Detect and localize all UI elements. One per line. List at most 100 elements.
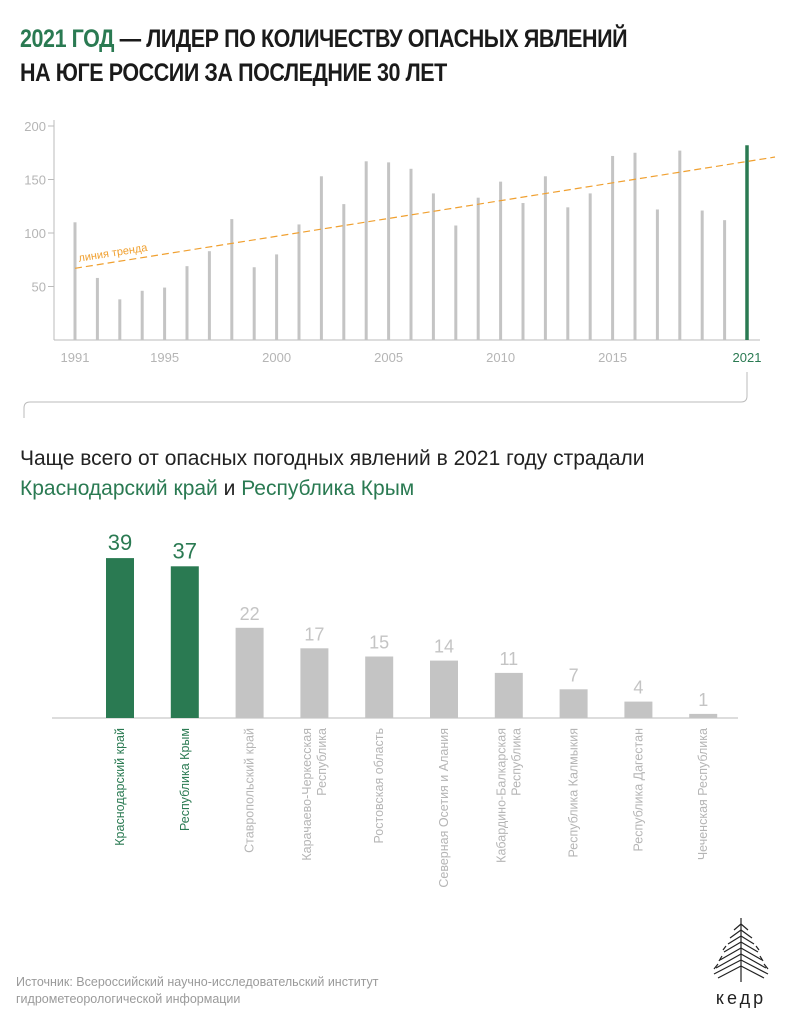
subtitle-region-1: Краснодарский край bbox=[20, 477, 218, 500]
region-bar-7 bbox=[494, 672, 523, 718]
bar-2003 bbox=[342, 204, 346, 340]
region-label-line: Республика Калмыкия bbox=[567, 728, 581, 858]
region-value-label: 11 bbox=[499, 649, 518, 669]
subtitle-conjunction: и bbox=[217, 477, 242, 500]
region-bar-3 bbox=[235, 627, 264, 718]
region-label: Кабардино-Балкарская Республика bbox=[494, 728, 523, 863]
bar-2008 bbox=[454, 225, 458, 340]
bar-2016 bbox=[633, 152, 637, 340]
bar-2005 bbox=[387, 162, 391, 340]
bar-2015 bbox=[611, 155, 615, 340]
bar-2012 bbox=[543, 176, 547, 340]
bar-1991 bbox=[73, 222, 77, 340]
subtitle-line: Чаще всего от опасных погодных явлений в… bbox=[20, 447, 645, 470]
region-bar-5 bbox=[365, 656, 394, 718]
bar-2020 bbox=[723, 220, 727, 340]
trend-line bbox=[74, 156, 776, 269]
region-label: Краснодарский край bbox=[113, 728, 127, 846]
region-label: Республика Калмыкия bbox=[567, 728, 581, 858]
bar-1997 bbox=[207, 251, 211, 340]
region-label: Республика Дагестан bbox=[631, 728, 645, 852]
region-label: Северная Осетия и Алания bbox=[437, 728, 451, 888]
region-label-line: Чеченская Республика bbox=[696, 728, 710, 860]
y-tick-label: 200 bbox=[24, 119, 46, 134]
region-label: Ростовская область bbox=[372, 728, 386, 844]
title-highlight: 2021 год bbox=[20, 25, 115, 53]
region-label-line: Карачаево-Черкесская bbox=[300, 728, 314, 861]
region-label: Ставропольский край bbox=[243, 728, 257, 853]
region-value-label: 7 bbox=[569, 665, 579, 685]
kedr-logo: кедр bbox=[706, 916, 776, 1016]
bar-2018 bbox=[678, 150, 682, 340]
bar-2000 bbox=[275, 254, 279, 340]
bar-1998 bbox=[230, 219, 234, 340]
region-label-line: Республика bbox=[315, 728, 329, 796]
bar-2019 bbox=[700, 210, 704, 340]
x-tick-label: 1991 bbox=[61, 350, 90, 365]
region-bar-1 bbox=[106, 558, 134, 718]
region-value-label: 1 bbox=[698, 690, 708, 710]
cedar-tree-icon bbox=[713, 918, 769, 982]
subtitle-region-2: Республика Крым bbox=[241, 477, 415, 500]
region-label: Карачаево-Черкесская Республика bbox=[300, 728, 329, 861]
region-value-label: 15 bbox=[369, 633, 389, 653]
region-value-label: 17 bbox=[304, 624, 324, 644]
region-label: Чеченская Республика bbox=[696, 728, 710, 860]
x-tick-label: 2010 bbox=[486, 350, 515, 365]
bar-2010 bbox=[499, 181, 503, 340]
connector-bracket bbox=[23, 372, 748, 418]
x-tick-label: 2015 bbox=[598, 350, 627, 365]
bar-2004 bbox=[364, 161, 368, 340]
region-bar-4 bbox=[300, 648, 329, 718]
bar-2017 bbox=[655, 209, 659, 340]
region-label-line: Краснодарский край bbox=[113, 728, 127, 846]
region-bar-10 bbox=[689, 713, 718, 718]
region-value-label: 37 bbox=[173, 538, 197, 563]
region-bar-2 bbox=[170, 566, 199, 718]
bar-2014 bbox=[588, 193, 592, 340]
title-rest: — лидер по количеству опасных явлений на… bbox=[20, 25, 628, 87]
region-label-line: Республика Дагестан bbox=[631, 728, 645, 852]
region-label-line: Республика bbox=[509, 728, 523, 796]
regions-subtitle: Чаще всего от опасных погодных явлений в… bbox=[20, 444, 760, 504]
bar-2021 bbox=[745, 145, 749, 340]
bar-1999 bbox=[252, 267, 256, 340]
y-tick-label: 100 bbox=[24, 226, 46, 241]
bar-1992 bbox=[95, 277, 99, 340]
region-label-line: Северная Осетия и Алания bbox=[437, 728, 451, 888]
region-label-line: Кабардино-Балкарская bbox=[494, 728, 508, 863]
bar-2009 bbox=[476, 197, 480, 340]
chart-title: 2021 год — лидер по количеству опасных я… bbox=[20, 22, 656, 90]
bar-2006 bbox=[409, 168, 413, 340]
y-tick-label: 150 bbox=[24, 173, 46, 188]
x-tick-label: 2021 bbox=[733, 350, 762, 365]
region-bar-9 bbox=[624, 701, 653, 718]
bar-1993 bbox=[118, 299, 122, 340]
region-label-line: Республика Крым bbox=[178, 728, 192, 831]
y-tick-label: 50 bbox=[32, 280, 46, 295]
region-label-line: Ставропольский край bbox=[243, 728, 257, 853]
region-value-label: 22 bbox=[240, 604, 260, 624]
region-value-label: 39 bbox=[108, 530, 132, 555]
bar-1996 bbox=[185, 266, 189, 340]
bar-1994 bbox=[140, 290, 144, 340]
bar-1995 bbox=[163, 287, 167, 340]
x-tick-label: 2000 bbox=[262, 350, 291, 365]
source-note: Источник: Всероссийский научно-исследова… bbox=[16, 975, 379, 1006]
bar-2011 bbox=[521, 203, 525, 340]
x-tick-label: 1995 bbox=[150, 350, 179, 365]
region-value-label: 14 bbox=[434, 637, 454, 657]
x-tick-label: 2005 bbox=[374, 350, 403, 365]
logo-text: кедр bbox=[715, 988, 767, 1008]
region-value-label: 4 bbox=[633, 678, 643, 698]
region-label: Республика Крым bbox=[178, 728, 192, 831]
bar-2002 bbox=[319, 176, 323, 340]
region-label-line: Ростовская область bbox=[372, 728, 386, 844]
region-bar-6 bbox=[430, 660, 458, 718]
regions-chart: 39 Краснодарский край 37 Республика Крым 22 С… bbox=[52, 530, 738, 888]
bar-2001 bbox=[297, 224, 301, 340]
bar-2007 bbox=[431, 193, 435, 340]
bar-2013 bbox=[566, 207, 570, 340]
region-bar-8 bbox=[559, 689, 588, 718]
